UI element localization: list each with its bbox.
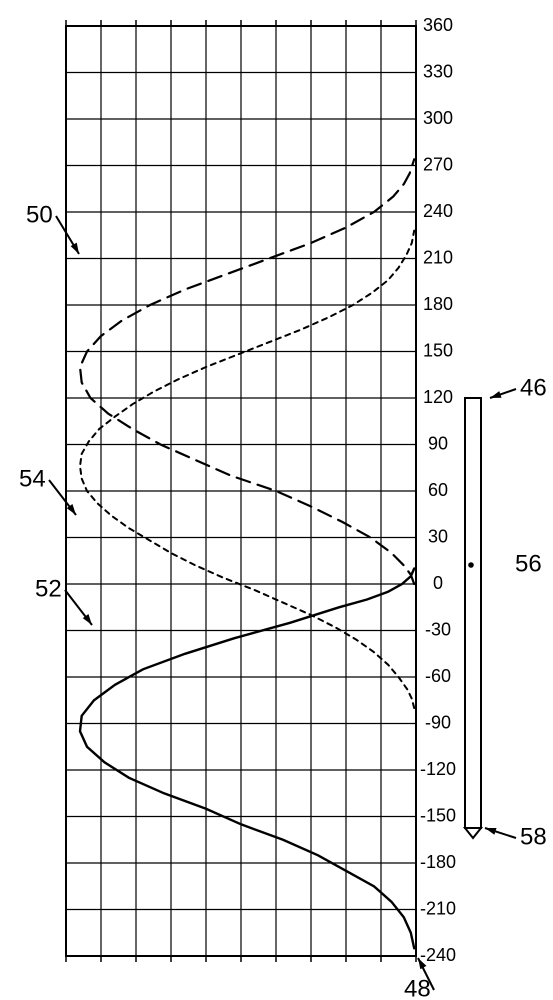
x-tick-label: -120: [420, 759, 456, 779]
leader-arrowhead-icon: [490, 391, 502, 398]
series-50: [80, 569, 414, 949]
x-tick-label: 210: [423, 247, 453, 267]
x-tick-label: 270: [423, 154, 453, 174]
reference-label: 46: [520, 374, 547, 401]
leader-arrowhead-icon: [71, 243, 79, 254]
x-tick-label: 330: [423, 61, 453, 81]
x-tick-label: 150: [423, 340, 453, 360]
series-54: [80, 231, 414, 708]
series-52: [80, 159, 414, 584]
x-tick-label: 180: [423, 294, 453, 314]
x-tick-label: -210: [420, 898, 456, 918]
x-tick-label: -180: [420, 852, 456, 872]
x-tick-label: -60: [425, 666, 451, 686]
x-tick-label: 60: [428, 480, 448, 500]
x-tick-label: 0: [433, 573, 443, 593]
x-tick-label: -150: [420, 805, 456, 825]
shaft-dot-icon: [468, 562, 474, 568]
x-tick-label: 240: [423, 201, 453, 221]
x-tick-label: 300: [423, 108, 453, 128]
x-tick-label: 120: [423, 387, 453, 407]
x-tick-label: 30: [428, 526, 448, 546]
x-tick-label: -240: [420, 945, 456, 965]
figure: -240 -210 -180 -150 -120 -90 -60 -30 0 30 60 90 120 1…: [0, 0, 553, 1000]
reference-label: 52: [35, 575, 62, 602]
shaft-tip-icon: [465, 828, 481, 838]
reference-label: 56: [515, 550, 542, 577]
leader-arrowhead-icon: [485, 828, 497, 835]
reference-label: 48: [404, 975, 431, 1000]
reference-label: 50: [26, 201, 53, 228]
reference-label: 54: [19, 465, 46, 492]
x-tick-label: -90: [425, 712, 451, 732]
x-tick-label: -30: [425, 619, 451, 639]
reference-label: 58: [520, 823, 547, 850]
x-tick-label: 360: [423, 15, 453, 35]
x-tick-label: 90: [428, 433, 448, 453]
shaft-body: [465, 398, 481, 828]
